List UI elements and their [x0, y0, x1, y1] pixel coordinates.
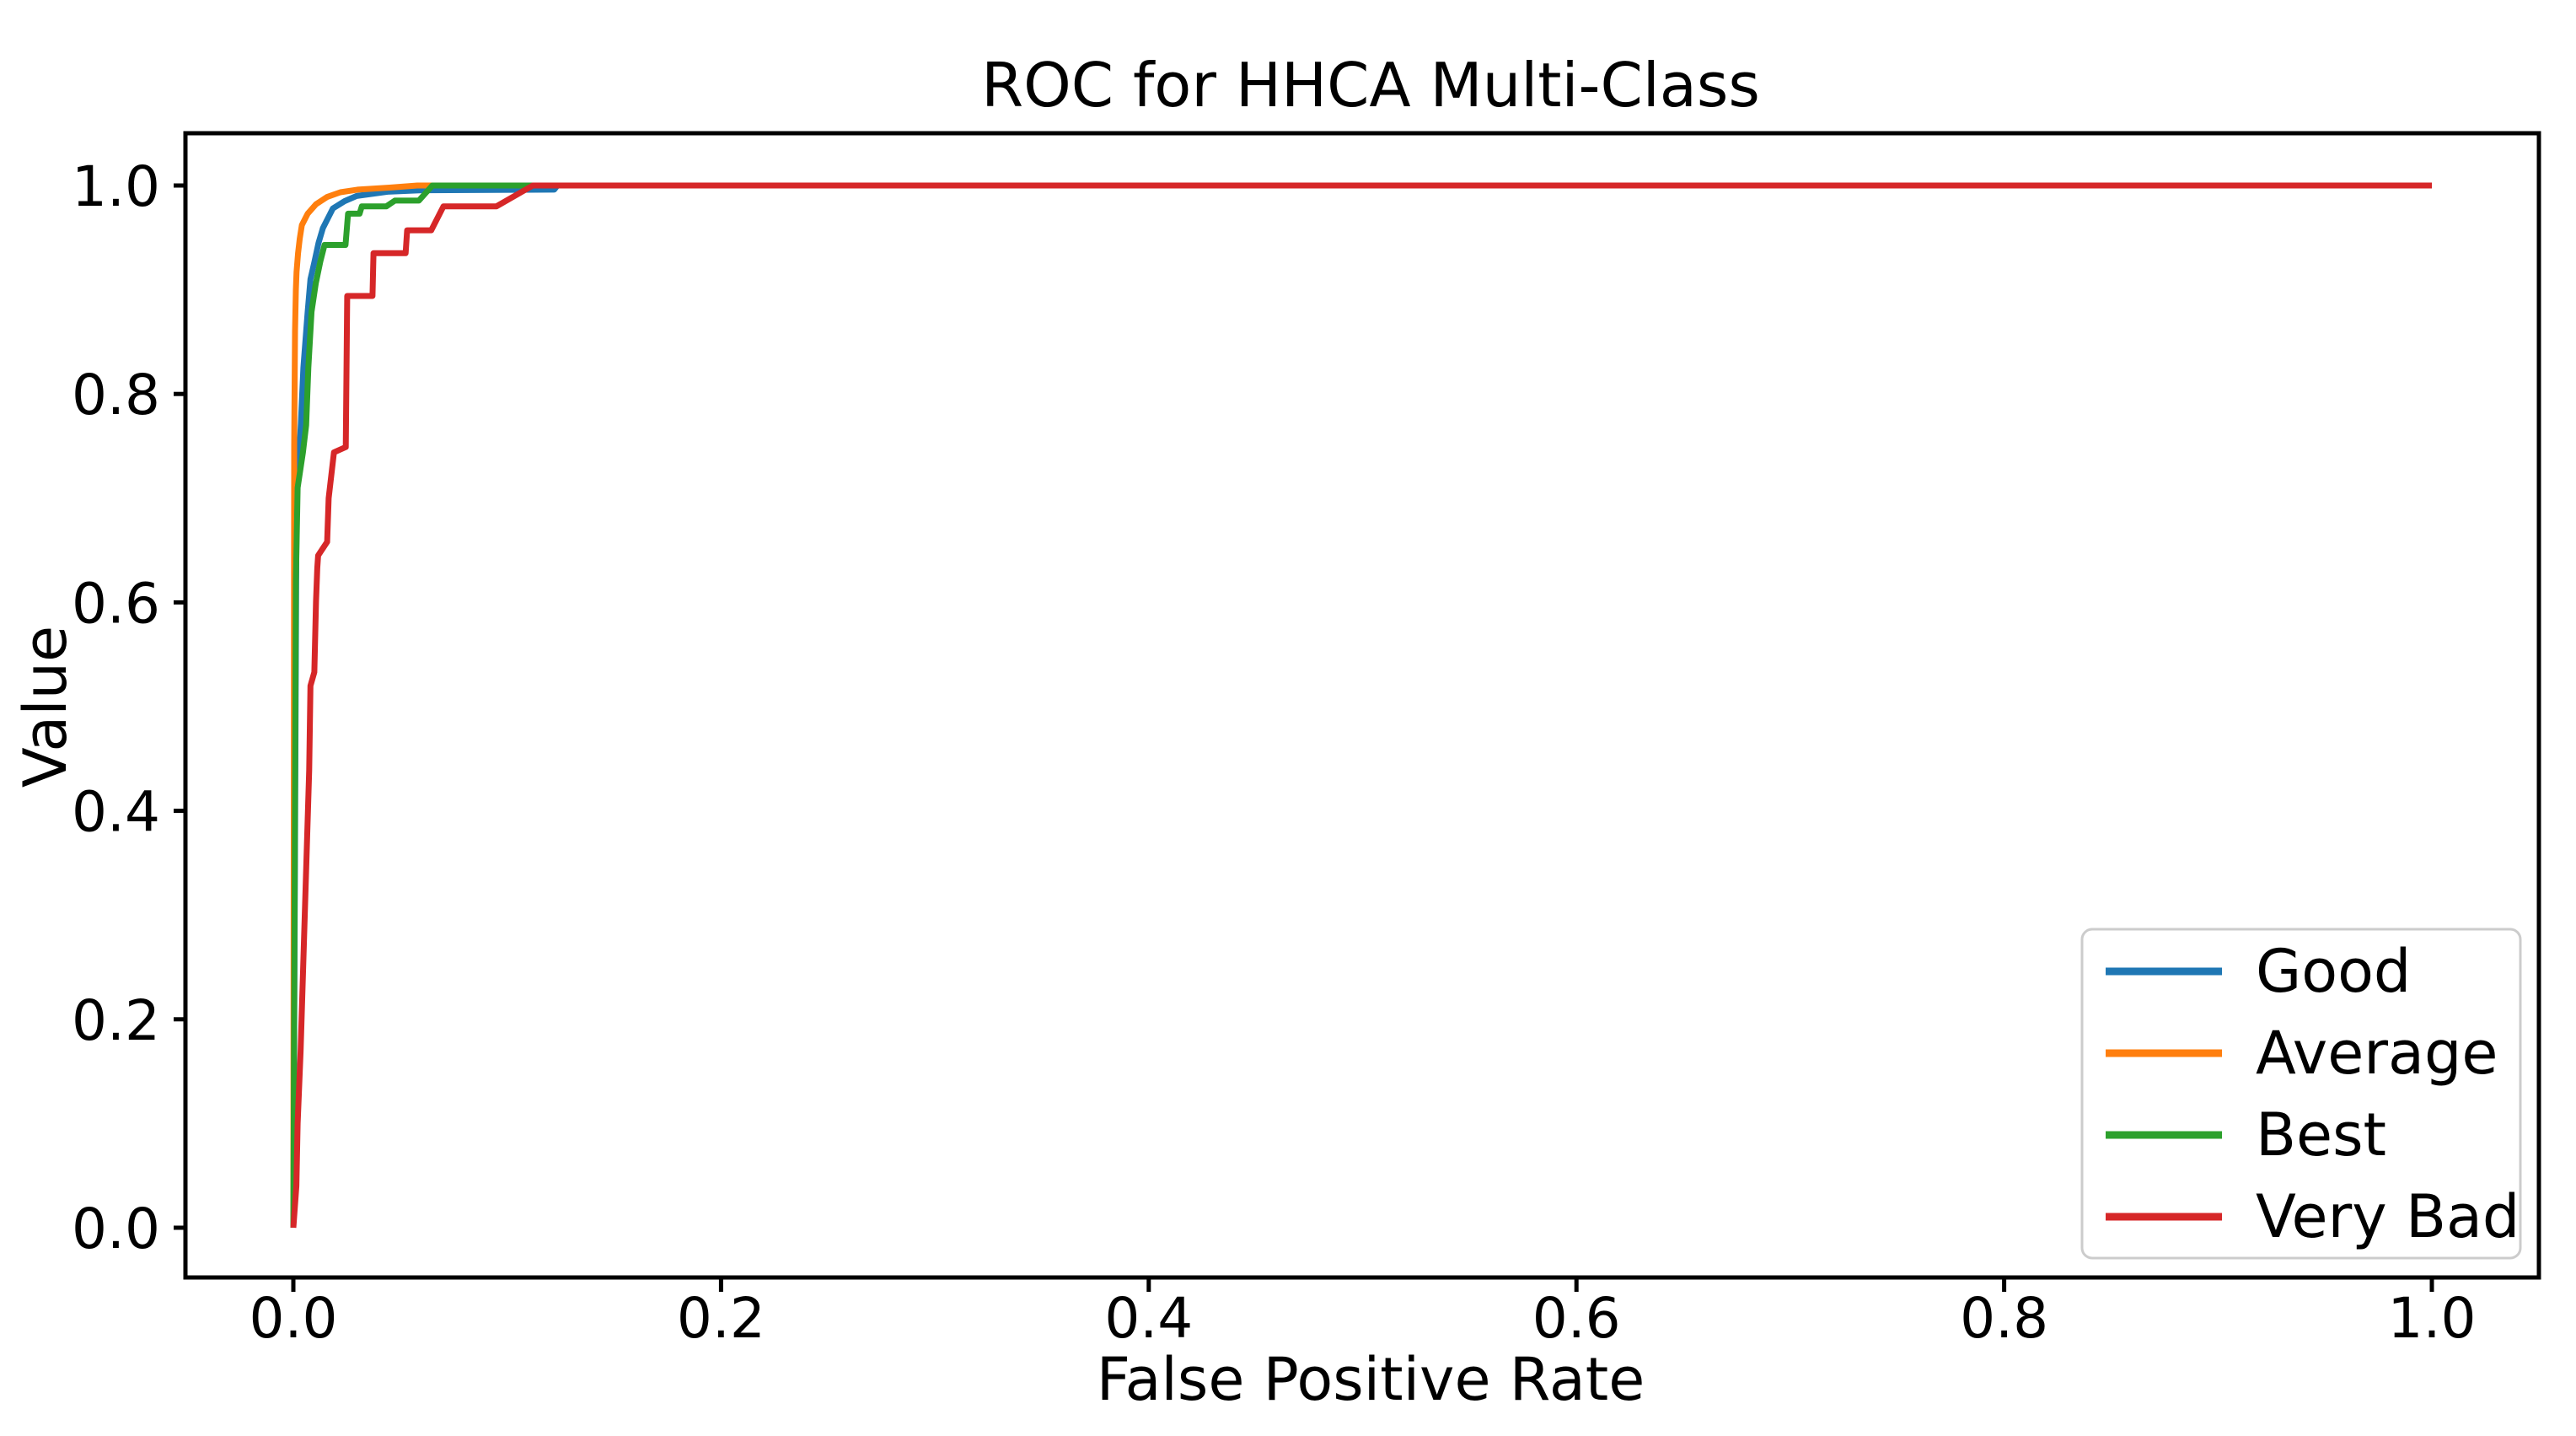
legend-label-very-bad: Very Bad	[2256, 1182, 2520, 1251]
y-tick-label: 0.0	[72, 1197, 160, 1261]
y-tick-label: 0.2	[72, 988, 160, 1053]
legend-box	[2080, 928, 2522, 1260]
series-line-best	[290, 182, 2432, 1229]
x-tick-label: 0.8	[1960, 1286, 2048, 1351]
legend-label-average: Average	[2256, 1019, 2498, 1088]
x-axis-label: False Positive Rate	[1097, 1345, 1645, 1414]
x-axis-ticks: 0.0 0.2 0.4 0.6 0.8 1.0	[250, 1279, 2477, 1351]
x-tick-label: 0.6	[1532, 1286, 1621, 1351]
axes-frame	[183, 131, 2541, 1280]
y-axis-label: Value	[11, 626, 80, 788]
series-line-very-bad	[290, 182, 2432, 1229]
x-tick-label: 1.0	[2388, 1286, 2477, 1351]
x-tick-label: 0.4	[1104, 1286, 1193, 1351]
legend-label-good: Good	[2256, 937, 2411, 1006]
y-tick-label: 1.0	[72, 154, 160, 219]
series-line-average	[290, 182, 2432, 1229]
legend: Good Average Best Very Bad	[2080, 928, 2522, 1260]
y-tick-label: 0.4	[72, 780, 160, 845]
legend-label-best: Best	[2256, 1100, 2386, 1170]
x-tick-label: 0.2	[677, 1286, 765, 1351]
series-lines	[290, 182, 2432, 1229]
x-tick-label: 0.0	[250, 1286, 338, 1351]
y-tick-label: 0.8	[72, 363, 160, 428]
legend-rows: Good Average Best Very Bad	[2106, 937, 2520, 1251]
y-axis-ticks: 0.0 0.2 0.4 0.6 0.8 1.0	[72, 154, 185, 1261]
chart-title: ROC for HHCA Multi-Class	[981, 50, 1760, 121]
y-tick-label: 0.6	[72, 571, 160, 636]
series-line-good	[290, 182, 2432, 1229]
